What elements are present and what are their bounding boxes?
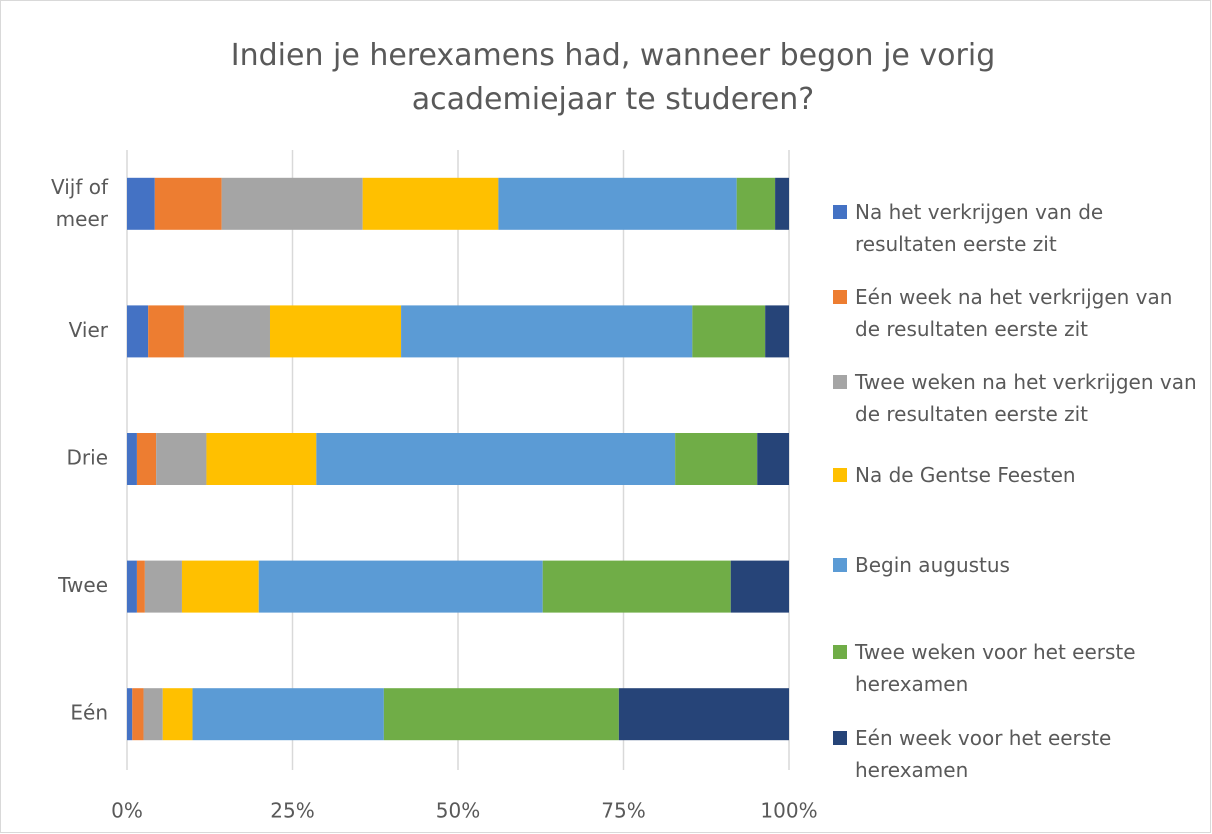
bar-segment (136, 433, 157, 485)
bar-segment (132, 688, 144, 741)
bar-segment (498, 177, 737, 230)
y-tick-label: Twee (57, 573, 108, 597)
legend-label: Twee weken na het verkrijgen van de resu… (855, 370, 1197, 426)
bar-segment (183, 305, 270, 358)
bar-segment (127, 688, 133, 741)
legend-label: Eén week voor het eerste herexamen (855, 726, 1112, 782)
bar-segment (730, 560, 789, 613)
bar-segment (156, 433, 207, 485)
bar-segment (127, 305, 149, 358)
bar-segment (542, 560, 731, 613)
x-tick-label: 0% (111, 799, 143, 823)
legend-swatch (833, 375, 847, 389)
bar-segment (775, 177, 789, 230)
y-tick-label: Eén (70, 701, 108, 725)
bar-segment (383, 688, 619, 741)
bar-segment (757, 433, 789, 485)
bar-segment (736, 177, 776, 230)
bar-segment (675, 433, 758, 485)
bar-segment (136, 560, 145, 613)
legend-label: Na het verkrijgen van de resultaten eers… (855, 200, 1104, 256)
bar-segment (269, 305, 402, 358)
y-tick-label: Vijf of meer (51, 174, 109, 230)
x-tick-label: 100% (760, 799, 817, 823)
bar-segment (181, 560, 259, 613)
bar-segment (192, 688, 384, 741)
bar-segment (144, 560, 182, 613)
legend-swatch (833, 290, 847, 304)
legend-swatch (833, 731, 847, 745)
x-tick-label: 75% (601, 799, 645, 823)
x-tick-label: 25% (270, 799, 314, 823)
bar-segment (401, 305, 693, 358)
bar-segment (221, 177, 363, 230)
legend-swatch (833, 558, 847, 572)
bar-segment (206, 433, 317, 485)
legend-label: Twee weken voor het eerste herexamen (855, 640, 1136, 696)
chart-title: Indien je herexamens had, wanneer begon … (230, 38, 996, 117)
bar-segment (162, 688, 193, 741)
bar-segment (692, 305, 766, 358)
bar-segment (765, 305, 789, 358)
bar-segment (258, 560, 543, 613)
legend-swatch (833, 205, 847, 219)
legend-label: Na de Gentse Feesten (855, 463, 1076, 487)
bar-segment (127, 177, 155, 230)
legend-label: Eén week na het verkrijgen van de result… (855, 285, 1173, 341)
bar-segment (316, 433, 676, 485)
y-tick-label: Drie (67, 446, 108, 470)
bar-segment (148, 305, 184, 358)
bar-segment (127, 560, 137, 613)
bar-segment (362, 177, 499, 230)
legend-swatch (833, 468, 847, 482)
legend-swatch (833, 645, 847, 659)
legend-label: Begin augustus (855, 553, 1010, 577)
y-tick-label: Vier (69, 318, 109, 342)
bar-segment (618, 688, 789, 741)
bar-segment (154, 177, 222, 230)
x-tick-label: 50% (436, 799, 480, 823)
bar-segment (127, 433, 137, 485)
bar-segment (143, 688, 163, 741)
